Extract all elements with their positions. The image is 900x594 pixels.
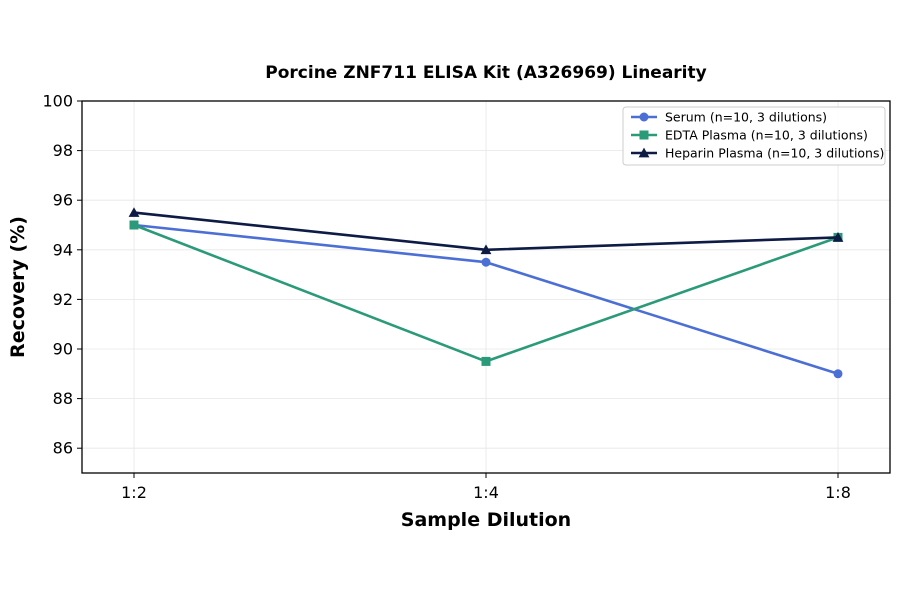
data-point [639, 112, 649, 122]
y-tick-label: 92 [53, 290, 73, 309]
y-tick-label: 86 [53, 439, 73, 458]
x-axis-title: Sample Dilution [401, 509, 571, 531]
data-point [639, 130, 649, 140]
x-tick-label: 1:2 [121, 483, 147, 502]
data-point [128, 207, 140, 217]
y-tick-label: 88 [53, 389, 73, 408]
data-point [481, 257, 491, 267]
data-point [832, 232, 844, 242]
axis-ticks: 86 88 90 92 94 96 98 100 1:2 1:4 1:8 [42, 92, 850, 503]
legend: Serum (n=10, 3 dilutions) EDTA Plasma (n=… [622, 106, 886, 166]
legend-box [622, 106, 886, 166]
data-point [638, 147, 650, 158]
y-tick-label: 90 [53, 340, 73, 359]
series-layer [128, 207, 844, 379]
data-point [481, 356, 491, 366]
y-tick-label: 100 [42, 92, 73, 111]
chart-title: Porcine ZNF711 ELISA Kit (A326969) Linea… [265, 63, 706, 83]
y-tick-label: 98 [53, 141, 73, 160]
y-tick-label: 94 [53, 240, 73, 259]
legend-label: Heparin Plasma (n=10, 3 dilutions) [665, 146, 884, 161]
legend-item: EDTA Plasma (n=10, 3 dilutions) [631, 128, 868, 143]
data-point [129, 220, 139, 230]
legend-label: EDTA Plasma (n=10, 3 dilutions) [665, 128, 868, 143]
data-point [480, 244, 492, 255]
x-tick-label: 1:4 [473, 483, 499, 502]
x-tick-label: 1:8 [825, 483, 851, 502]
y-axis-title: Recovery (%) [7, 216, 29, 358]
y-tick-label: 96 [53, 191, 73, 210]
series-3 [128, 207, 844, 255]
legend-item: Heparin Plasma (n=10, 3 dilutions) [631, 146, 884, 161]
legend-label: Serum (n=10, 3 dilutions) [665, 110, 827, 125]
data-point [833, 369, 843, 379]
legend-item: Serum (n=10, 3 dilutions) [631, 110, 827, 125]
